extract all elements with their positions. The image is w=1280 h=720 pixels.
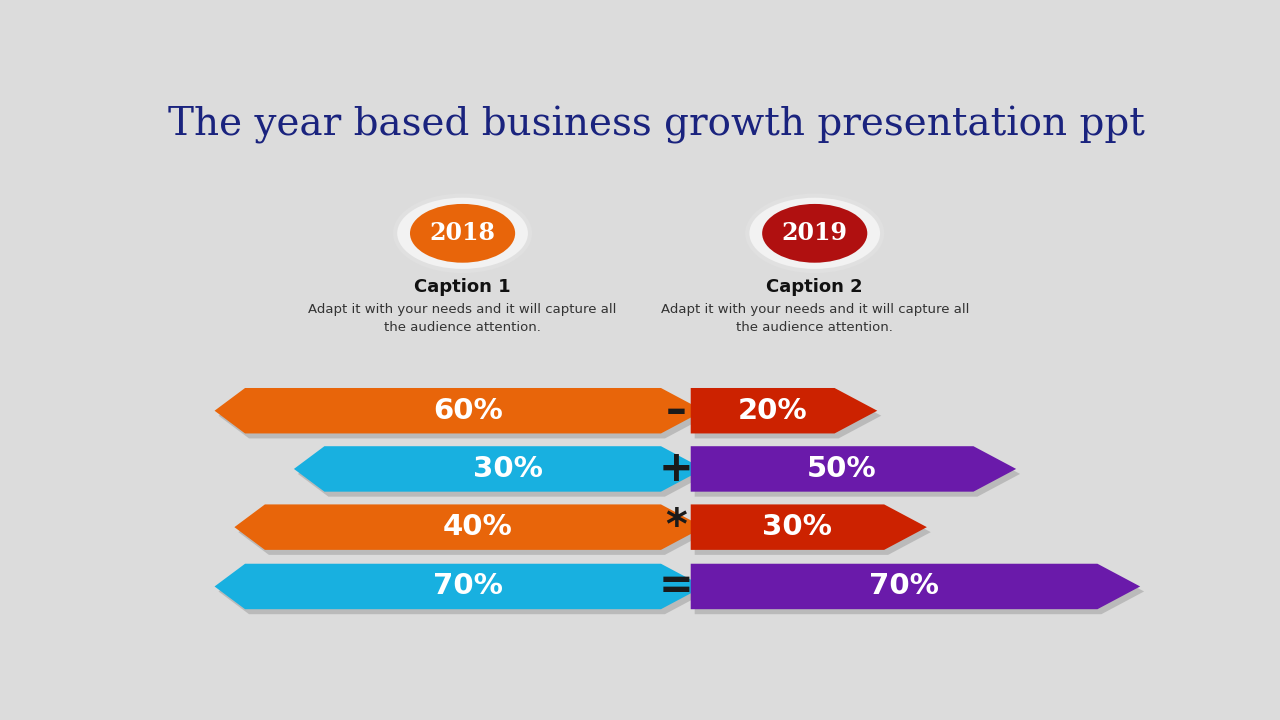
Text: 30%: 30%: [472, 455, 543, 483]
Text: 30%: 30%: [763, 513, 832, 541]
Text: 50%: 50%: [808, 455, 877, 483]
Polygon shape: [219, 569, 708, 614]
Text: 2018: 2018: [430, 221, 495, 246]
Polygon shape: [238, 510, 708, 555]
Text: –: –: [666, 390, 686, 432]
Text: Caption 1: Caption 1: [415, 278, 511, 296]
Polygon shape: [691, 446, 1016, 492]
Circle shape: [748, 196, 882, 271]
Polygon shape: [298, 451, 708, 497]
Text: Adapt it with your needs and it will capture all
the audience attention.: Adapt it with your needs and it will cap…: [308, 303, 617, 334]
Circle shape: [396, 196, 530, 271]
Text: 70%: 70%: [433, 572, 503, 600]
Polygon shape: [695, 569, 1144, 614]
Polygon shape: [294, 446, 704, 492]
Polygon shape: [215, 564, 704, 609]
Polygon shape: [234, 505, 704, 550]
Polygon shape: [215, 388, 704, 433]
Text: The year based business growth presentation ppt: The year based business growth presentat…: [168, 106, 1144, 144]
Text: 70%: 70%: [869, 572, 940, 600]
Circle shape: [762, 204, 868, 263]
Text: 2019: 2019: [782, 221, 847, 246]
Circle shape: [410, 204, 515, 263]
Polygon shape: [695, 393, 881, 438]
Text: Caption 2: Caption 2: [767, 278, 863, 296]
Text: *: *: [666, 506, 686, 548]
Polygon shape: [695, 451, 1020, 497]
Text: +: +: [658, 448, 694, 490]
Text: Adapt it with your needs and it will capture all
the audience attention.: Adapt it with your needs and it will cap…: [660, 303, 969, 334]
Text: 20%: 20%: [737, 397, 808, 425]
Polygon shape: [695, 510, 931, 555]
Polygon shape: [219, 393, 708, 438]
Polygon shape: [691, 564, 1140, 609]
Polygon shape: [691, 505, 927, 550]
Text: 60%: 60%: [433, 397, 503, 425]
Polygon shape: [691, 388, 877, 433]
Text: =: =: [658, 565, 694, 608]
Text: 40%: 40%: [443, 513, 513, 541]
